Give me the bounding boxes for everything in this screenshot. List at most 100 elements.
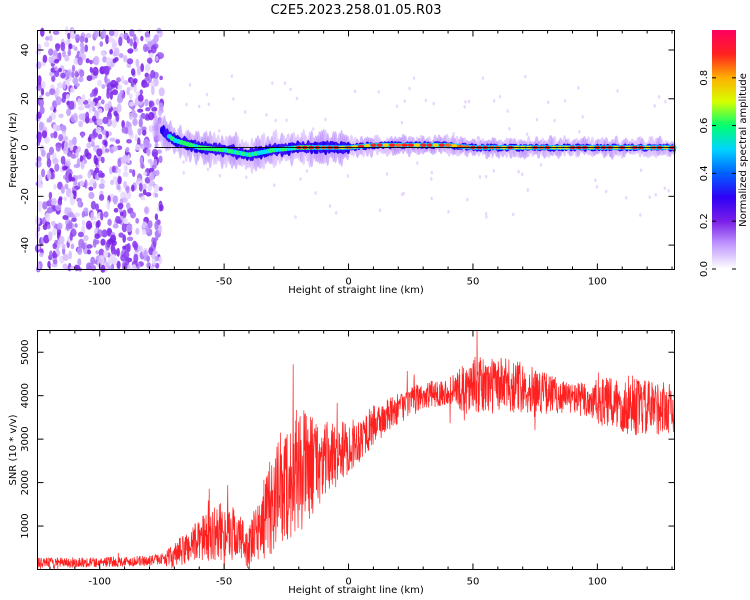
noise-blob <box>69 232 73 241</box>
noise-blob <box>145 192 152 197</box>
noise-blob <box>85 58 90 64</box>
noise-blob <box>144 176 151 184</box>
noise-blob <box>151 148 159 158</box>
noise-blob <box>60 186 65 194</box>
noise-blob <box>154 169 160 176</box>
noise-blob <box>148 247 154 256</box>
noise-blob <box>52 50 58 56</box>
noise-blob <box>86 142 92 149</box>
noise-blob <box>60 125 67 132</box>
noise-blob <box>48 231 53 241</box>
noise-blob <box>124 127 129 135</box>
noise-blob <box>158 52 165 59</box>
noise-speck <box>385 172 389 176</box>
noise-blob <box>54 43 61 49</box>
noise-blob <box>68 250 73 260</box>
noise-blob <box>37 200 43 207</box>
noise-blob <box>70 177 76 182</box>
noise-speck <box>400 192 404 197</box>
noise-blob <box>37 180 42 189</box>
noise-blob <box>75 33 81 42</box>
noise-blob <box>155 55 159 62</box>
noise-speck <box>535 117 539 122</box>
noise-blob <box>150 45 157 54</box>
noise-blob <box>92 238 97 248</box>
noise-blob <box>100 211 104 221</box>
noise-blob <box>94 233 100 240</box>
noise-speck <box>517 169 520 174</box>
ridge-peak <box>376 143 383 147</box>
noise-blob <box>48 191 53 200</box>
noise-blob <box>104 75 108 84</box>
noise-speck <box>663 186 666 191</box>
ridge-peak <box>370 143 377 147</box>
noise-blob <box>74 212 81 217</box>
noise-blob <box>78 174 83 180</box>
noise-blob <box>110 148 114 154</box>
noise-blob <box>142 221 148 227</box>
noise-blob <box>137 137 141 146</box>
noise-speck <box>478 175 482 179</box>
noise-blob <box>151 164 157 169</box>
noise-blob <box>105 34 110 45</box>
noise-blob <box>109 49 114 55</box>
noise-blob <box>152 250 159 256</box>
noise-blob <box>100 156 105 164</box>
noise-blob <box>135 227 140 235</box>
noise-blob <box>113 28 119 38</box>
noise-blob <box>65 207 72 213</box>
ridge-peak <box>389 143 396 147</box>
noise-blob <box>94 110 99 116</box>
noise-blob <box>89 92 94 98</box>
noise-blob <box>58 196 63 201</box>
noise-blob <box>90 211 94 221</box>
noise-blob <box>50 132 55 139</box>
noise-blob <box>38 98 45 108</box>
noise-blob <box>101 28 107 39</box>
noise-blob <box>38 252 44 258</box>
noise-blob <box>58 67 63 73</box>
noise-blob <box>80 46 85 54</box>
noise-blob <box>123 250 130 259</box>
noise-blob <box>35 160 42 168</box>
noise-blob <box>62 49 66 58</box>
noise-blob <box>110 248 118 255</box>
noise-speck <box>230 74 234 79</box>
noise-blob <box>143 82 150 88</box>
y-tick-label: 5000 <box>20 340 31 365</box>
noise-blob <box>78 113 85 120</box>
noise-speck <box>416 161 419 165</box>
noise-blob <box>42 54 48 63</box>
noise-blob <box>91 141 95 148</box>
noise-blob <box>144 31 151 39</box>
noise-blob <box>49 34 53 42</box>
noise-blob <box>131 264 137 272</box>
noise-blob <box>116 260 121 270</box>
noise-blob <box>86 262 93 270</box>
noise-blob <box>100 238 106 246</box>
noise-blob <box>36 174 43 182</box>
noise-blob <box>52 252 58 259</box>
noise-blob <box>130 211 136 219</box>
noise-blob <box>139 156 144 166</box>
noise-blob <box>55 204 62 211</box>
noise-blob <box>105 130 109 138</box>
noise-blob <box>132 240 137 249</box>
noise-blob <box>146 57 153 64</box>
noise-blob <box>60 155 66 165</box>
noise-blob <box>106 200 110 210</box>
noise-blob <box>137 128 142 136</box>
noise-blob <box>43 136 50 144</box>
noise-blob <box>38 121 44 131</box>
noise-blob <box>77 56 83 66</box>
snr-line <box>37 330 675 570</box>
spectrogram-frame <box>37 30 675 270</box>
noise-speck <box>182 170 185 175</box>
noise-blob <box>97 95 102 101</box>
noise-blob <box>70 87 75 94</box>
noise-blob <box>77 105 85 111</box>
spectrogram-x-axis-label: Height of straight line (km) <box>288 285 424 296</box>
noise-speck <box>334 211 338 215</box>
noise-blob <box>54 65 58 72</box>
noise-blob <box>64 183 69 190</box>
